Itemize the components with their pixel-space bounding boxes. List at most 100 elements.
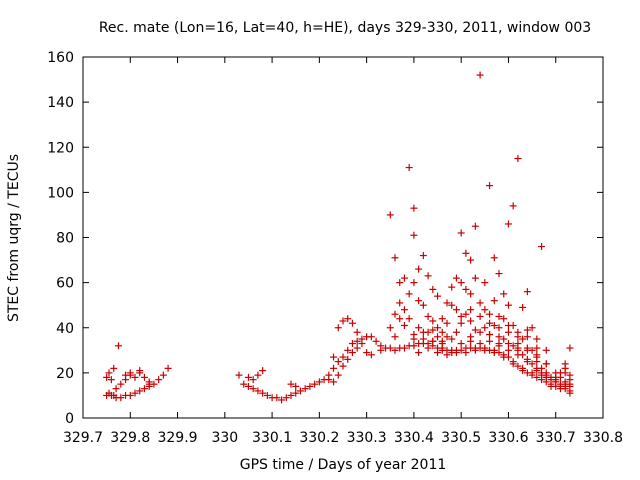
- data-point: [419, 252, 427, 260]
- data-point: [495, 270, 503, 278]
- data-point: [410, 335, 418, 343]
- data-point: [443, 351, 451, 359]
- data-point: [490, 254, 498, 262]
- data-point: [448, 283, 456, 291]
- data-point: [396, 279, 404, 287]
- data-point: [448, 335, 456, 343]
- data-point: [561, 378, 569, 386]
- data-point: [519, 364, 527, 372]
- data-point: [519, 303, 527, 311]
- data-point: [396, 315, 404, 323]
- data-point: [523, 333, 531, 341]
- data-point: [476, 299, 484, 307]
- data-point: [424, 344, 432, 352]
- data-point: [476, 312, 484, 320]
- data-point: [278, 396, 286, 404]
- data-point: [311, 380, 319, 388]
- data-point: [400, 344, 408, 352]
- data-point: [448, 301, 456, 309]
- data-point: [415, 265, 423, 273]
- data-point: [542, 360, 550, 368]
- data-point: [400, 274, 408, 282]
- data-point: [410, 279, 418, 287]
- data-point: [566, 389, 574, 397]
- data-point: [471, 222, 479, 230]
- data-point: [396, 299, 404, 307]
- data-point: [315, 378, 323, 386]
- data-point: [556, 369, 564, 377]
- data-point: [254, 371, 262, 379]
- data-point: [514, 333, 522, 341]
- data-point: [259, 389, 267, 397]
- data-point: [429, 326, 437, 334]
- data-point: [249, 385, 257, 393]
- data-point: [386, 344, 394, 352]
- data-point: [114, 342, 122, 350]
- data-point: [117, 380, 125, 388]
- data-point: [301, 385, 309, 393]
- data-point: [112, 385, 120, 393]
- data-point: [348, 319, 356, 327]
- data-point: [542, 346, 550, 354]
- data-point: [467, 256, 475, 264]
- y-tick-label: 160: [47, 50, 74, 66]
- data-point: [452, 274, 460, 282]
- data-point: [566, 344, 574, 352]
- x-tick-label: 330.5: [441, 430, 481, 446]
- data-point: [159, 371, 167, 379]
- y-tick-label: 0: [65, 411, 74, 427]
- x-axis-label: GPS time / Days of year 2011: [240, 457, 447, 473]
- data-point: [471, 326, 479, 334]
- data-point: [533, 367, 541, 375]
- data-point: [486, 337, 494, 345]
- data-point: [490, 321, 498, 329]
- data-point: [476, 340, 484, 348]
- data-point: [419, 335, 427, 343]
- data-point: [471, 274, 479, 282]
- data-points: [103, 71, 574, 404]
- data-point: [500, 290, 508, 298]
- data-point: [415, 324, 423, 332]
- data-point: [547, 382, 555, 390]
- data-point: [514, 351, 522, 359]
- data-point: [538, 243, 546, 251]
- data-point: [136, 367, 144, 375]
- x-tick-label: 330: [211, 430, 238, 446]
- y-tick-label: 40: [56, 321, 74, 337]
- data-point: [457, 346, 465, 354]
- data-point: [566, 380, 574, 388]
- data-point: [500, 335, 508, 343]
- data-point: [533, 373, 541, 381]
- x-tick-label: 330.7: [536, 430, 576, 446]
- data-point: [434, 324, 442, 332]
- data-point: [452, 306, 460, 314]
- data-point: [434, 349, 442, 357]
- x-tick-label: 329.7: [63, 430, 103, 446]
- y-tick-label: 120: [47, 140, 74, 156]
- data-point: [415, 297, 423, 305]
- data-point: [486, 319, 494, 327]
- data-point: [481, 306, 489, 314]
- x-tick-label: 330.3: [347, 430, 387, 446]
- data-point: [509, 360, 517, 368]
- data-point: [358, 340, 366, 348]
- data-point: [155, 376, 163, 384]
- data-point: [528, 324, 536, 332]
- data-point: [126, 391, 134, 399]
- plot-frame: [82, 56, 604, 419]
- data-point: [452, 349, 460, 357]
- y-tick-label: 60: [56, 276, 74, 292]
- data-point: [504, 321, 512, 329]
- data-point: [438, 344, 446, 352]
- data-point: [467, 317, 475, 325]
- data-point: [443, 299, 451, 307]
- data-point: [292, 389, 300, 397]
- data-point: [500, 315, 508, 323]
- data-point: [405, 315, 413, 323]
- data-point: [330, 378, 338, 386]
- data-point: [490, 297, 498, 305]
- y-tick-label: 100: [47, 185, 74, 201]
- data-point: [462, 349, 470, 357]
- data-point: [391, 310, 399, 318]
- data-point: [514, 340, 522, 348]
